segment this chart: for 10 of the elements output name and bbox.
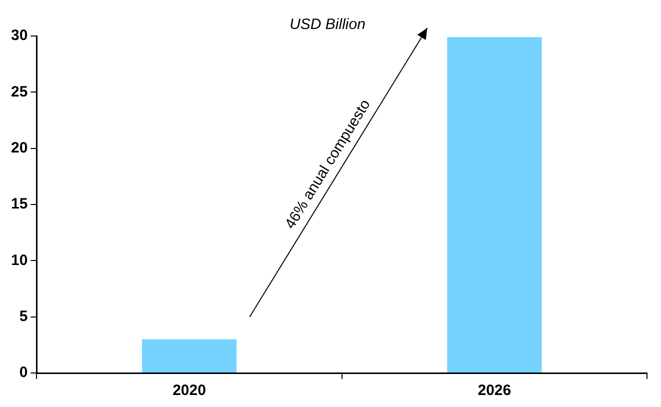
y-tick-label: 30 [10, 27, 28, 44]
x-tick-label: 2020 [172, 382, 206, 400]
y-tick-label: 20 [10, 139, 28, 156]
chart-subtitle: USD Billion [290, 16, 366, 34]
y-tick-label: 5 [19, 308, 28, 325]
y-tick-label: 15 [10, 196, 28, 213]
y-tick-label: 0 [19, 364, 28, 382]
y-tick-label: 25 [10, 83, 28, 100]
x-tick-label: 2026 [478, 382, 512, 400]
y-tick-label: 10 [10, 252, 28, 269]
